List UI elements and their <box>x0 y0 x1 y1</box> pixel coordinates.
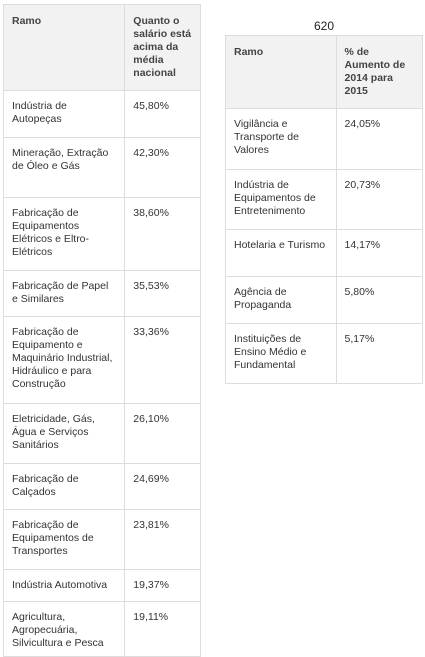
row-ramo: Indústria de Equipamentos de Entretenime… <box>225 169 337 230</box>
row-ramo: Agência de Propaganda <box>225 276 337 324</box>
column-header-ramo: Ramo <box>2 4 126 91</box>
row-ramo: Fabricação de Papel e Similares <box>2 270 126 317</box>
row-ramo: Fabricação de Equipamentos de Transporte… <box>2 509 126 570</box>
row-ramo: Hotelaria e Turismo <box>225 229 337 277</box>
table-row: Fabricação de Equipamentos de Transporte… <box>2 509 201 570</box>
increase-table: Ramo % de Aumento de 2014 para 2015 Vigi… <box>225 35 424 384</box>
row-value: 20,73% <box>335 169 424 230</box>
table-row: Fabricação de Equipamento e Maquinário I… <box>2 316 201 404</box>
page-number-label: 620 <box>313 19 335 33</box>
row-ramo: Indústria Automotiva <box>2 569 126 602</box>
row-value: 19,37% <box>124 569 201 602</box>
column-header-ramo: Ramo <box>225 35 337 109</box>
row-ramo: Agricultura, Agropecuária, Silvicultura … <box>2 601 126 657</box>
row-value: 35,53% <box>124 270 201 317</box>
table-row: Indústria de Equipamentos de Entretenime… <box>225 169 424 230</box>
row-value: 38,60% <box>124 197 201 271</box>
column-header-salary: Quanto o salário está acima da média nac… <box>124 4 201 91</box>
row-ramo: Fabricação de Equipamentos Elétricos e E… <box>2 197 126 271</box>
table-row: Indústria Automotiva 19,37% <box>2 569 201 602</box>
row-value: 33,36% <box>124 316 201 404</box>
row-ramo: Mineração, Extração de Óleo e Gás <box>2 137 126 198</box>
row-value: 24,05% <box>335 108 424 170</box>
row-value: 24,69% <box>124 463 201 510</box>
table-header-row: Ramo % de Aumento de 2014 para 2015 <box>225 35 424 109</box>
row-value: 5,80% <box>335 276 424 324</box>
row-value: 23,81% <box>124 509 201 570</box>
row-value: 26,10% <box>124 403 201 464</box>
table-row: Instituições de Ensino Médio e Fundament… <box>225 323 424 384</box>
table-row: Vigilância e Transporte de Valores 24,05… <box>225 108 424 170</box>
column-header-increase: % de Aumento de 2014 para 2015 <box>335 35 424 109</box>
row-ramo: Eletricidade, Gás, Água e Serviços Sanit… <box>2 403 126 464</box>
table-header-row: Ramo Quanto o salário está acima da médi… <box>2 4 201 91</box>
table-row: Agricultura, Agropecuária, Silvicultura … <box>2 601 201 657</box>
table-row: Indústria de Autopeças 45,80% <box>2 90 201 138</box>
row-ramo: Fabricação de Calçados <box>2 463 126 510</box>
table-row: Fabricação de Equipamentos Elétricos e E… <box>2 197 201 271</box>
row-ramo: Vigilância e Transporte de Valores <box>225 108 337 170</box>
table-row: Eletricidade, Gás, Água e Serviços Sanit… <box>2 403 201 464</box>
row-value: 14,17% <box>335 229 424 277</box>
table-row: Hotelaria e Turismo 14,17% <box>225 229 424 277</box>
salary-table: Ramo Quanto o salário está acima da médi… <box>2 4 201 657</box>
row-ramo: Fabricação de Equipamento e Maquinário I… <box>2 316 126 404</box>
row-value: 19,11% <box>124 601 201 657</box>
row-value: 42,30% <box>124 137 201 198</box>
table-row: Fabricação de Calçados 24,69% <box>2 463 201 510</box>
row-ramo: Instituições de Ensino Médio e Fundament… <box>225 323 337 384</box>
table-row: Mineração, Extração de Óleo e Gás 42,30% <box>2 137 201 198</box>
row-value: 5,17% <box>335 323 424 384</box>
table-row: Fabricação de Papel e Similares 35,53% <box>2 270 201 317</box>
table-row: Agência de Propaganda 5,80% <box>225 276 424 324</box>
row-ramo: Indústria de Autopeças <box>2 90 126 138</box>
row-value: 45,80% <box>124 90 201 138</box>
